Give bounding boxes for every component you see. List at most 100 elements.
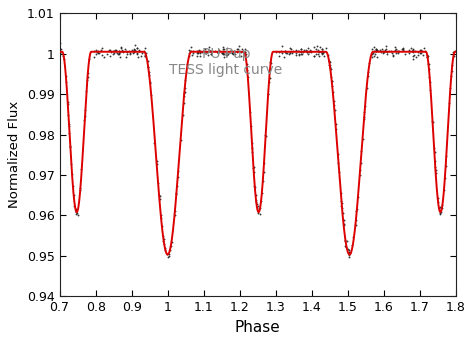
- Point: [136, 47, 143, 53]
- Point: [353, 209, 360, 214]
- Point: [432, 168, 440, 173]
- Point: [434, 196, 442, 201]
- Point: [116, 55, 124, 60]
- Point: [344, 246, 352, 251]
- Point: [137, 53, 145, 58]
- Point: [253, 202, 261, 207]
- Point: [327, 75, 335, 80]
- Point: [441, 175, 449, 180]
- Point: [448, 68, 456, 74]
- Point: [330, 103, 338, 108]
- Point: [452, 48, 459, 54]
- Point: [316, 53, 323, 58]
- Point: [373, 47, 381, 53]
- Point: [380, 50, 387, 56]
- Point: [181, 89, 188, 95]
- Point: [74, 212, 82, 217]
- Point: [76, 188, 84, 193]
- Point: [338, 205, 346, 211]
- Point: [431, 164, 439, 170]
- Point: [181, 77, 189, 82]
- Point: [155, 180, 162, 186]
- Point: [440, 188, 448, 193]
- Point: [331, 108, 338, 113]
- Point: [153, 158, 160, 163]
- Point: [64, 102, 72, 107]
- Point: [410, 56, 417, 62]
- Point: [164, 254, 172, 259]
- Point: [399, 46, 406, 51]
- Point: [360, 109, 368, 115]
- Point: [186, 49, 194, 54]
- Point: [363, 85, 370, 91]
- Point: [242, 51, 249, 56]
- Point: [417, 50, 424, 56]
- Point: [128, 47, 136, 52]
- Point: [138, 50, 146, 56]
- Point: [171, 208, 179, 213]
- Point: [425, 62, 432, 67]
- Point: [345, 253, 353, 258]
- Point: [124, 49, 131, 54]
- Point: [115, 48, 123, 54]
- Point: [229, 51, 237, 57]
- Point: [378, 47, 386, 52]
- Point: [421, 48, 428, 54]
- Point: [256, 212, 264, 217]
- Point: [136, 48, 143, 54]
- Point: [78, 166, 85, 172]
- Point: [161, 241, 168, 247]
- Point: [166, 247, 174, 253]
- Point: [304, 51, 312, 57]
- Point: [314, 43, 321, 49]
- Point: [438, 205, 446, 211]
- Point: [62, 73, 69, 79]
- Point: [365, 73, 372, 79]
- Point: [424, 61, 432, 67]
- Point: [196, 53, 203, 59]
- Point: [187, 48, 194, 54]
- Point: [198, 50, 206, 55]
- Point: [111, 47, 118, 53]
- Point: [145, 69, 153, 74]
- Point: [386, 48, 393, 54]
- Point: [219, 44, 227, 49]
- Point: [183, 61, 191, 67]
- Point: [318, 51, 326, 57]
- Point: [450, 54, 458, 59]
- Point: [332, 121, 339, 127]
- Point: [316, 45, 323, 50]
- Point: [394, 48, 401, 54]
- Point: [241, 52, 249, 58]
- Point: [419, 52, 427, 58]
- Point: [295, 52, 302, 58]
- Point: [252, 199, 260, 205]
- Point: [379, 49, 387, 54]
- Point: [392, 47, 399, 52]
- Point: [350, 234, 357, 240]
- Point: [315, 49, 322, 55]
- Point: [300, 49, 307, 55]
- Point: [185, 54, 192, 59]
- Point: [297, 46, 305, 52]
- Point: [297, 51, 305, 57]
- Point: [448, 62, 456, 68]
- Point: [123, 52, 130, 57]
- Point: [308, 49, 315, 55]
- Point: [298, 46, 305, 51]
- Point: [324, 52, 331, 58]
- Point: [437, 210, 445, 215]
- Point: [319, 49, 327, 54]
- Point: [219, 49, 227, 54]
- Point: [223, 45, 231, 50]
- Point: [250, 169, 257, 175]
- Point: [312, 51, 320, 57]
- Point: [328, 83, 336, 88]
- Point: [251, 184, 258, 189]
- Point: [243, 61, 250, 67]
- Point: [223, 52, 231, 57]
- Point: [264, 91, 272, 96]
- Point: [410, 52, 418, 58]
- Point: [200, 48, 207, 54]
- Point: [305, 50, 313, 55]
